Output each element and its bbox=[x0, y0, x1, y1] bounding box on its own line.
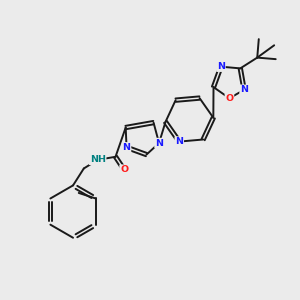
Text: N: N bbox=[155, 139, 163, 148]
Text: N: N bbox=[240, 85, 248, 94]
Text: O: O bbox=[225, 94, 233, 103]
Text: O: O bbox=[120, 165, 128, 174]
Text: N: N bbox=[217, 62, 225, 71]
Text: NH: NH bbox=[90, 155, 106, 164]
Text: N: N bbox=[123, 143, 130, 152]
Text: N: N bbox=[175, 137, 183, 146]
